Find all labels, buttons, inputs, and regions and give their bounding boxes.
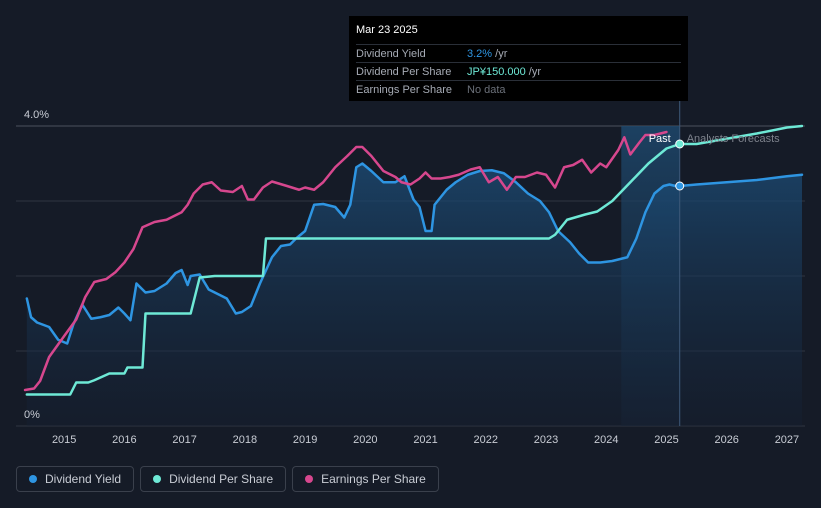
forecast-label: Analysts Forecasts [687, 133, 780, 145]
y-axis-top-label: 4.0% [24, 109, 49, 121]
legend-item-dividend-per-share[interactable]: Dividend Per Share [140, 466, 287, 492]
tooltip-label: Earnings Per Share [356, 83, 452, 96]
tooltip-value: No data [467, 83, 506, 96]
tooltip-value: 3.2% [467, 47, 493, 60]
chart-tooltip: Mar 23 2025 Dividend Yield 3.2% /yr Divi… [349, 16, 688, 101]
chart-legend: Dividend Yield Dividend Per Share Earnin… [16, 466, 439, 492]
dividend_per_share-line [25, 124, 804, 396]
x-tick-label: 2019 [293, 434, 317, 446]
x-tick-label: 2021 [413, 434, 437, 446]
legend-dot-icon [153, 475, 162, 483]
x-tick-label: 2020 [353, 434, 377, 446]
x-tick-label: 2027 [775, 434, 799, 446]
dividend-yield-area [26, 163, 802, 426]
x-tick-label: 2015 [52, 434, 76, 446]
legend-label: Earnings Per Share [321, 472, 426, 486]
tooltip-label: Dividend Yield [356, 47, 426, 60]
dividend_yield-line [25, 162, 804, 345]
legend-item-dividend-yield[interactable]: Dividend Yield [16, 466, 135, 492]
past-label: Past [649, 133, 671, 145]
legend-label: Dividend Per Share [169, 472, 274, 486]
legend-dot-icon [305, 475, 314, 483]
tooltip-row-dividend-per-share: Dividend Per Share JP¥150.000 /yr [356, 63, 681, 81]
tooltip-row-dividend-yield: Dividend Yield 3.2% /yr [356, 45, 681, 63]
legend-dot-icon [29, 475, 37, 483]
legend-label: Dividend Yield [45, 472, 122, 486]
tooltip-row-earnings-per-share: Earnings Per Share No data [356, 81, 681, 98]
x-tick-label: 2024 [594, 434, 618, 446]
tooltip-value: JP¥150.000 [467, 65, 526, 78]
x-tick-label: 2025 [654, 434, 678, 446]
legend-item-earnings-per-share[interactable]: Earnings Per Share [292, 466, 439, 492]
dividend_yield-marker [675, 181, 685, 191]
x-tick-label: 2018 [233, 434, 257, 446]
dividend_per_share-marker [675, 139, 685, 149]
tooltip-date: Mar 23 2025 [356, 24, 681, 45]
x-tick-label: 2026 [714, 434, 738, 446]
x-tick-label: 2023 [534, 434, 558, 446]
earnings_per_share-line [23, 130, 668, 392]
x-tick-label: 2022 [474, 434, 498, 446]
x-tick-label: 2016 [112, 434, 136, 446]
tooltip-unit: /yr [525, 65, 541, 78]
x-tick-label: 2017 [172, 434, 196, 446]
tooltip-unit: /yr [492, 47, 508, 60]
tooltip-label: Dividend Per Share [356, 65, 452, 78]
y-axis-bottom-label: 0% [24, 409, 40, 421]
